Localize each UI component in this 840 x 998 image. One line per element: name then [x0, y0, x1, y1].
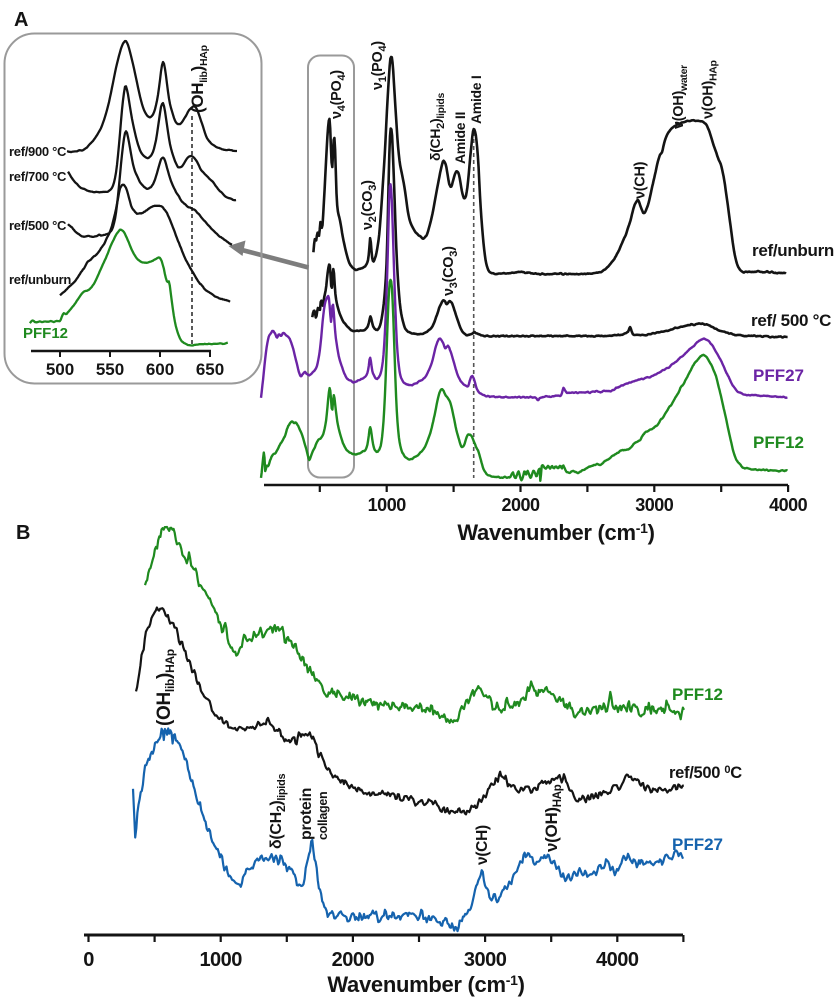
svg-text:550: 550	[96, 360, 124, 379]
svg-text:ν(OH)water: ν(OH)water	[671, 65, 690, 129]
svg-text:650: 650	[196, 360, 224, 379]
svg-text:Wavenumber (cm-1): Wavenumber (cm-1)	[327, 972, 524, 997]
svg-text:ref/900 °C: ref/900 °C	[9, 144, 67, 159]
svg-text:B: B	[16, 522, 30, 544]
svg-text:2000: 2000	[332, 949, 375, 971]
svg-text:ref/unburn: ref/unburn	[9, 272, 71, 287]
svg-text:4000: 4000	[596, 949, 639, 971]
svg-text:δ(CH2)lipids: δ(CH2)lipids	[268, 774, 288, 849]
svg-text:4000: 4000	[769, 495, 808, 515]
svg-text:PFF27: PFF27	[672, 835, 723, 854]
svg-text:A: A	[14, 9, 28, 31]
svg-text:ν(CH): ν(CH)	[633, 161, 649, 199]
svg-text:ref/500 0C: ref/500 0C	[669, 764, 742, 782]
svg-text:ref/ 500 °C: ref/ 500 °C	[751, 311, 831, 330]
svg-text:PFF12: PFF12	[23, 325, 68, 342]
svg-text:protein: protein	[298, 788, 315, 840]
svg-text:ν(CH): ν(CH)	[474, 825, 491, 865]
svg-text:PFF12: PFF12	[753, 433, 804, 452]
svg-text:collagen: collagen	[316, 792, 330, 840]
svg-text:2000: 2000	[501, 495, 540, 515]
svg-text:ref/700 °C: ref/700 °C	[9, 169, 67, 184]
svg-text:1000: 1000	[368, 495, 407, 515]
svg-text:ν(OH)HAp: ν(OH)HAp	[542, 784, 564, 852]
svg-text:PFF12: PFF12	[672, 685, 723, 704]
svg-text:1000: 1000	[199, 949, 242, 971]
svg-text:3000: 3000	[464, 949, 507, 971]
svg-text:600: 600	[146, 360, 174, 379]
svg-text:3000: 3000	[635, 495, 674, 515]
svg-text:(OHlib)HAp: (OHlib)HAp	[188, 45, 210, 113]
svg-text:PFF27: PFF27	[753, 366, 804, 385]
svg-text:ref/unburn: ref/unburn	[752, 241, 834, 260]
svg-text:Wavenumber (cm-1): Wavenumber (cm-1)	[457, 520, 654, 545]
svg-text:(OHlib)HAp: (OHlib)HAp	[154, 649, 177, 726]
svg-text:ν2(CO3): ν2(CO3)	[360, 180, 379, 230]
svg-text:ν3(CO3): ν3(CO3)	[441, 246, 460, 296]
svg-text:Amide II: Amide II	[452, 112, 468, 164]
svg-text:0: 0	[83, 949, 94, 971]
svg-text:ν4(PO4): ν4(PO4)	[329, 70, 348, 119]
svg-text:ref/500 °C: ref/500 °C	[9, 218, 67, 233]
svg-text:Amide I: Amide I	[468, 76, 484, 124]
svg-text:δ(CH2)lipids: δ(CH2)lipids	[427, 93, 447, 161]
svg-text:ν1(PO4): ν1(PO4)	[370, 41, 389, 90]
svg-text:ν(OH)HAp: ν(OH)HAp	[701, 60, 720, 119]
svg-text:500: 500	[46, 360, 74, 379]
